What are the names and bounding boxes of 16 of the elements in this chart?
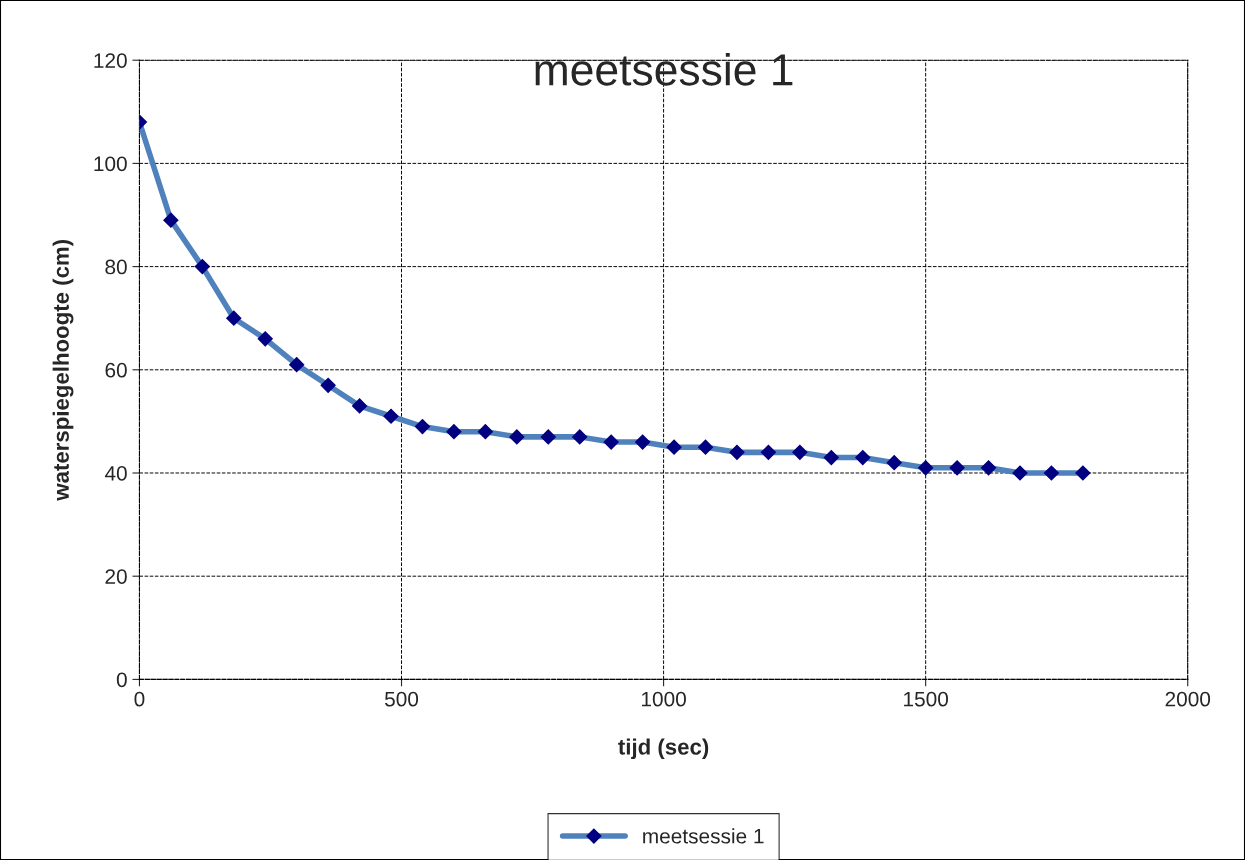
x-tick-label: 500 xyxy=(384,691,419,707)
y-tick-label: 0 xyxy=(116,672,127,688)
x-tick-label: 2000 xyxy=(1165,691,1211,707)
y-tick-label: 120 xyxy=(94,53,127,68)
y-tick-label: 60 xyxy=(105,362,127,378)
y-tick-label: 80 xyxy=(105,259,127,275)
x-tick-label: 0 xyxy=(134,691,145,707)
y-tick-label: 100 xyxy=(94,156,127,172)
chart-title: meetsessie 1 xyxy=(535,52,793,86)
y-tick-label: 20 xyxy=(105,569,127,584)
x-axis-title: tijd (sec) xyxy=(618,738,709,760)
x-tick-label: 1500 xyxy=(904,691,949,707)
y-axis-title: waterspiegelhoogte (cm) xyxy=(52,240,74,501)
x-tick-label: 1000 xyxy=(642,691,686,707)
y-tick-label: 40 xyxy=(104,466,127,481)
legend-label: meetsessie 1 xyxy=(643,828,764,844)
